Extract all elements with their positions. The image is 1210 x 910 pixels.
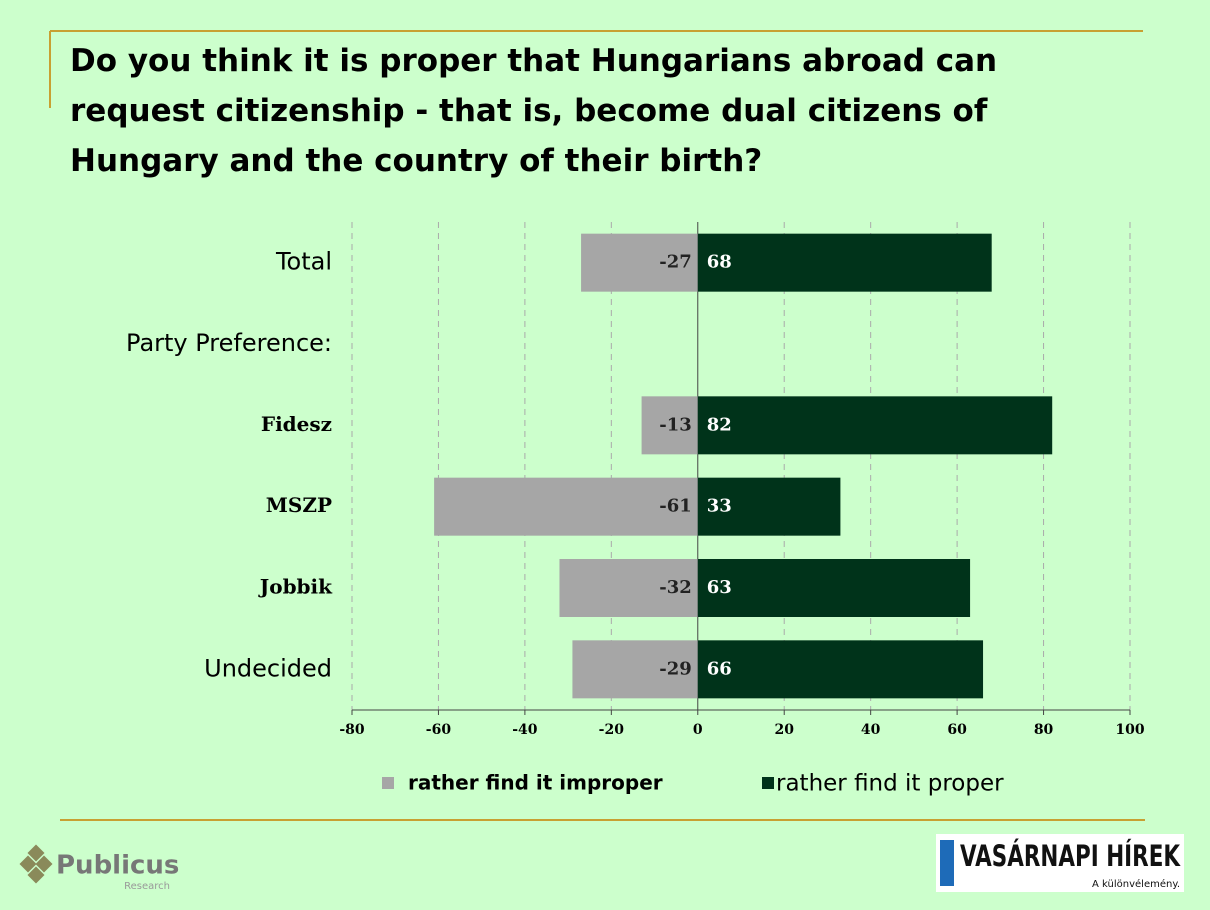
chart-title: Do you think it is proper that Hungarian… — [70, 43, 998, 179]
category-label: Undecided — [204, 654, 332, 682]
legend-label: rather find it improper — [408, 771, 663, 795]
logo-stripe — [940, 840, 954, 886]
x-tick-label: 100 — [1115, 722, 1144, 738]
x-tick-label: 0 — [693, 722, 703, 738]
bar — [697, 559, 971, 617]
x-tick-label: -40 — [512, 722, 538, 738]
category-label: Fidesz — [261, 412, 332, 436]
logo-text: VASÁRNAPI HÍREK — [960, 839, 1181, 873]
category-label: Jobbik — [258, 575, 333, 599]
bar — [572, 640, 698, 699]
data-label: 68 — [707, 252, 732, 273]
legend-swatch — [762, 777, 774, 789]
bar — [559, 559, 698, 617]
x-tick-label: -20 — [599, 722, 625, 738]
bar — [641, 396, 698, 455]
data-label: -32 — [659, 577, 692, 598]
category-label: Party Preference: — [126, 329, 332, 357]
legend-label: rather find it proper — [776, 771, 1004, 797]
x-tick-label: 80 — [1034, 722, 1054, 738]
x-tick-label: -60 — [426, 722, 452, 738]
data-label: 82 — [707, 414, 732, 435]
logo-subtext: Research — [124, 881, 170, 892]
category-label: Total — [275, 248, 332, 276]
data-label: -27 — [659, 252, 692, 273]
x-tick-label: 40 — [861, 722, 881, 738]
bar — [434, 477, 698, 536]
category-label: MSZP — [266, 493, 332, 517]
bar — [697, 477, 841, 536]
x-tick-label: 20 — [774, 722, 794, 738]
x-tick-label: 60 — [947, 722, 967, 738]
data-label: -61 — [659, 496, 692, 517]
data-label: -13 — [659, 414, 692, 435]
data-label: 33 — [707, 496, 732, 517]
publicus-icon — [19, 844, 53, 884]
data-label: 63 — [707, 577, 732, 598]
bar — [697, 640, 984, 699]
logo-box — [936, 834, 1184, 892]
bar — [697, 396, 1053, 455]
data-label: -29 — [659, 658, 692, 679]
logo-subtext: A különvélemény. — [1092, 878, 1180, 890]
legend-swatch — [382, 777, 394, 789]
x-tick-label: -80 — [339, 722, 365, 738]
logo-text: Publicus — [56, 851, 179, 881]
data-label: 66 — [707, 658, 732, 679]
bar — [697, 233, 992, 292]
bar — [581, 233, 698, 292]
